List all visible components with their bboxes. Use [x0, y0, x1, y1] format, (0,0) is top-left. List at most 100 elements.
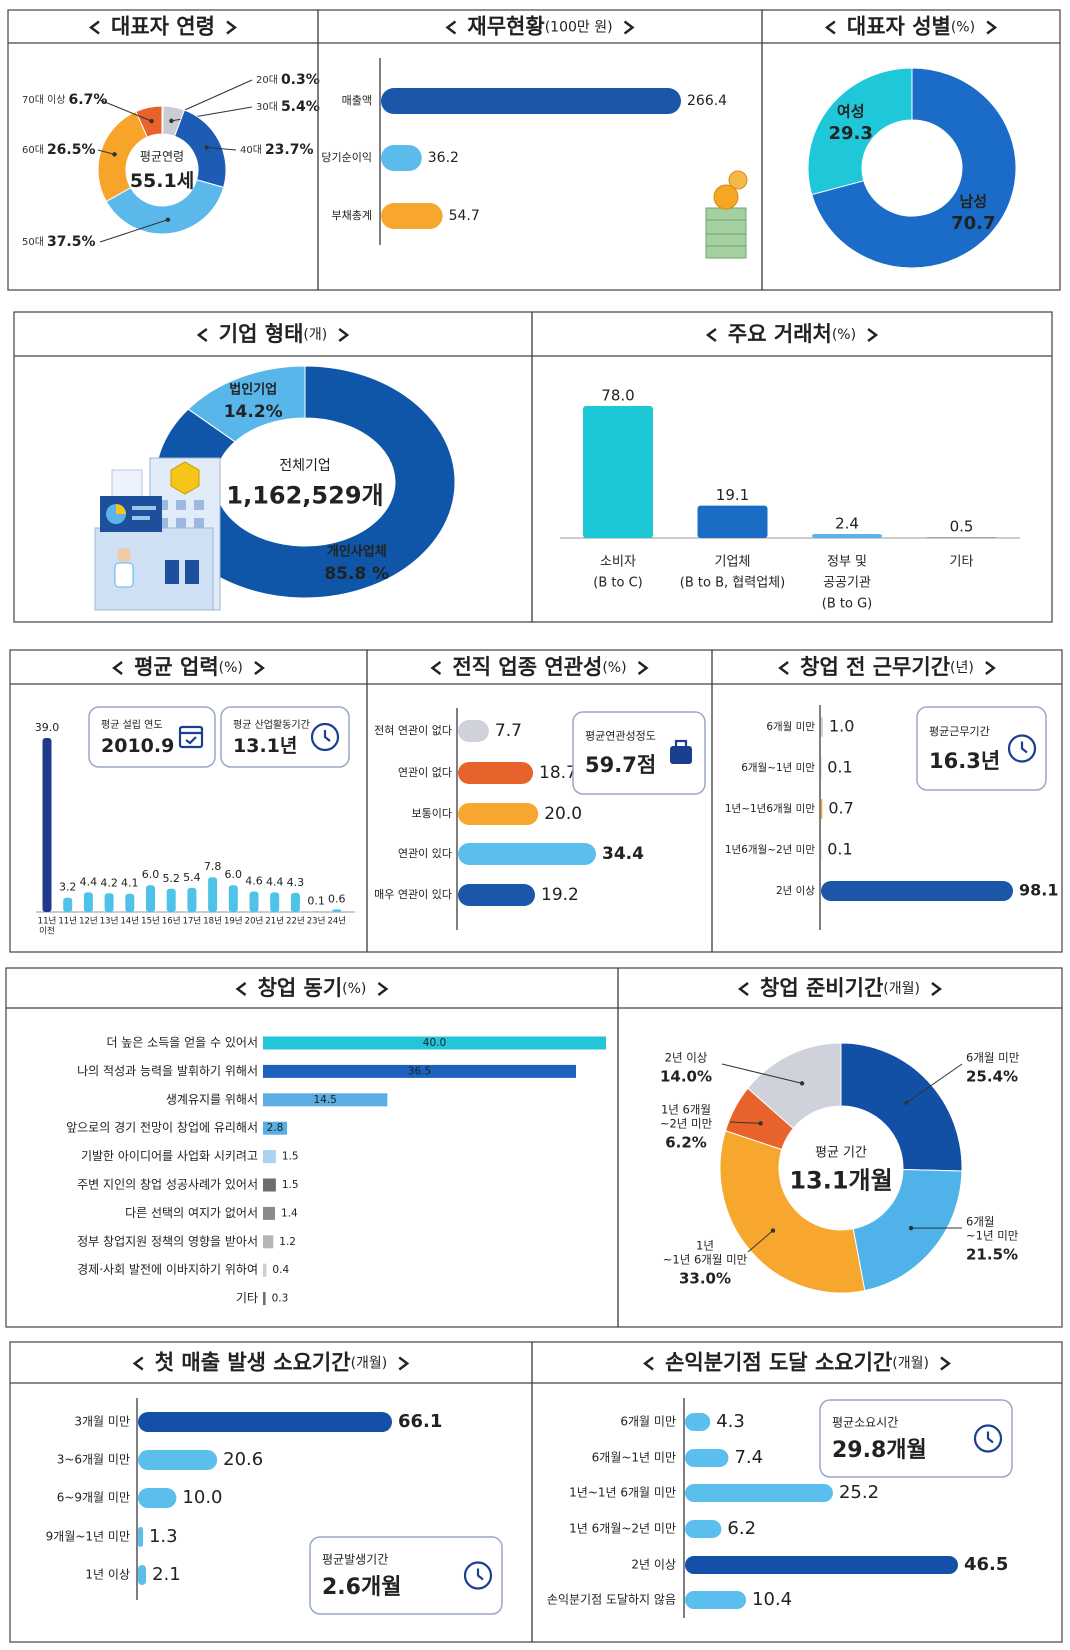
callout-label: 평균연관성정도 [585, 730, 656, 743]
value-label: 4.3 [716, 1411, 745, 1432]
callout-label: 평균발생기간 [322, 1553, 388, 1567]
decorations [94, 170, 748, 611]
slice-value: 23.7% [265, 142, 314, 158]
bar [821, 799, 823, 819]
slice-value: 0.3% [281, 72, 320, 88]
value-label: 1.3 [149, 1526, 178, 1547]
value-label: 2.1 [152, 1564, 181, 1585]
bar [685, 1520, 722, 1538]
callout-box [309, 1536, 503, 1615]
slice-category: 여성 [837, 103, 865, 121]
value-label: 3.2 [59, 881, 77, 894]
bar [458, 884, 536, 906]
building-logo [170, 461, 200, 495]
chevron-right [226, 20, 237, 35]
category-label: (B to C) [593, 576, 642, 591]
value-label: 40.0 [423, 1037, 446, 1049]
slice-value: 70.7 [951, 213, 995, 234]
icon-clock-hands [1020, 741, 1028, 754]
bar [332, 909, 342, 912]
value-label: 1.2 [279, 1236, 296, 1248]
center-label: 평균연령 [140, 150, 184, 164]
bar [685, 1449, 729, 1467]
category-label: 다른 선택의 여지가 없어서 [125, 1206, 258, 1220]
slice-value: 14.2% [224, 402, 283, 422]
chevron-right [338, 328, 350, 342]
callout-label: 평균 설립 연도 [101, 718, 163, 731]
category-label: 기발한 아이디어를 사업화 시키려고 [81, 1149, 258, 1163]
value-label: 7.4 [734, 1447, 763, 1468]
chevron-left [738, 982, 749, 996]
bar [263, 1292, 266, 1306]
category-label: 3개월 미만 [74, 1415, 130, 1429]
category-label: 주변 지인의 창업 성공사례가 있어서 [77, 1178, 258, 1192]
slice-category: 60대 [22, 144, 44, 156]
category-label: 16년 [162, 916, 181, 927]
panel-title: 주요 거래처(%) [728, 322, 856, 346]
leader-dot [904, 1100, 909, 1105]
title-unit: (%) [342, 981, 366, 997]
category-label: 6개월~1년 미만 [592, 1451, 676, 1465]
category-label: 14년 [120, 916, 139, 927]
value-label: 6.0 [142, 868, 160, 881]
donut-slice [811, 67, 1017, 269]
panel-title: 손익분기점 도달 소요기간(개월) [665, 1351, 929, 1375]
slice-label: 30대 5.4% [256, 99, 320, 115]
value-label: 4.3 [287, 876, 305, 889]
leader-dot [169, 118, 174, 124]
slice-value: 26.5% [47, 142, 96, 158]
bar [685, 1413, 711, 1431]
value-label: 19.2 [541, 885, 579, 905]
category-label: 23년 [307, 916, 326, 927]
bar [208, 877, 218, 912]
slice-category: ~1년 6개월 미만 [663, 1253, 748, 1267]
center-value: 1,162,529개 [226, 481, 383, 509]
panel [617, 967, 1063, 1328]
panel [531, 311, 1053, 623]
bar [228, 885, 238, 912]
window [194, 518, 204, 528]
window [176, 500, 186, 510]
callout-box [572, 711, 706, 795]
value-label: 10.4 [752, 1589, 792, 1610]
value-label: 7.7 [495, 721, 522, 741]
slice-value: 37.5% [47, 234, 96, 250]
chevron-left [778, 661, 789, 675]
category-label: 기타 [236, 1291, 258, 1305]
chevron-right [940, 1356, 951, 1371]
bar [263, 1093, 388, 1107]
chevron-left [824, 20, 836, 35]
slice-category: ~1년 미만 [966, 1229, 1019, 1243]
value-label: 18.7 [539, 763, 577, 783]
chevron-left [132, 1356, 144, 1371]
value-label: 0.6 [328, 892, 346, 905]
icon-bag [670, 746, 692, 764]
panel-title: 창업 전 근무기간(년) [800, 655, 974, 679]
value-label: 0.5 [950, 518, 974, 536]
panel-title: 창업 동기(%) [258, 976, 367, 1000]
value-label: 5.2 [162, 872, 180, 885]
slice-value: 85.8 % [324, 564, 389, 584]
category-label: 연관이 있다 [398, 847, 452, 860]
bar [458, 803, 539, 825]
slice-value: 21.5% [966, 1246, 1018, 1264]
icon-calendar-check [185, 736, 197, 745]
category-label: 매우 연관이 있다 [374, 888, 452, 901]
title-text: 창업 전 근무기간 [800, 655, 950, 679]
title-text: 평균 업력 [134, 655, 219, 679]
bar [138, 1412, 392, 1432]
value-label: 20.0 [544, 804, 582, 824]
callout-value: 2010.9 [101, 735, 174, 757]
value-label: 36.5 [408, 1065, 431, 1077]
chevron-left [112, 661, 123, 675]
callout-label: 평균소요시간 [832, 1416, 898, 1430]
category-label: 1년 6개월~2년 미만 [569, 1522, 676, 1536]
icon-clock-hands [986, 1431, 994, 1444]
icon-clock [1007, 734, 1037, 763]
callout-value: 29.8개월 [832, 1438, 927, 1463]
money-stack [705, 207, 747, 259]
leader-line [906, 1063, 963, 1104]
category-label: 손익분기점 도달하지 않음 [547, 1593, 676, 1607]
leader-dot [908, 1225, 914, 1231]
category-label: 6개월 미만 [620, 1415, 676, 1429]
